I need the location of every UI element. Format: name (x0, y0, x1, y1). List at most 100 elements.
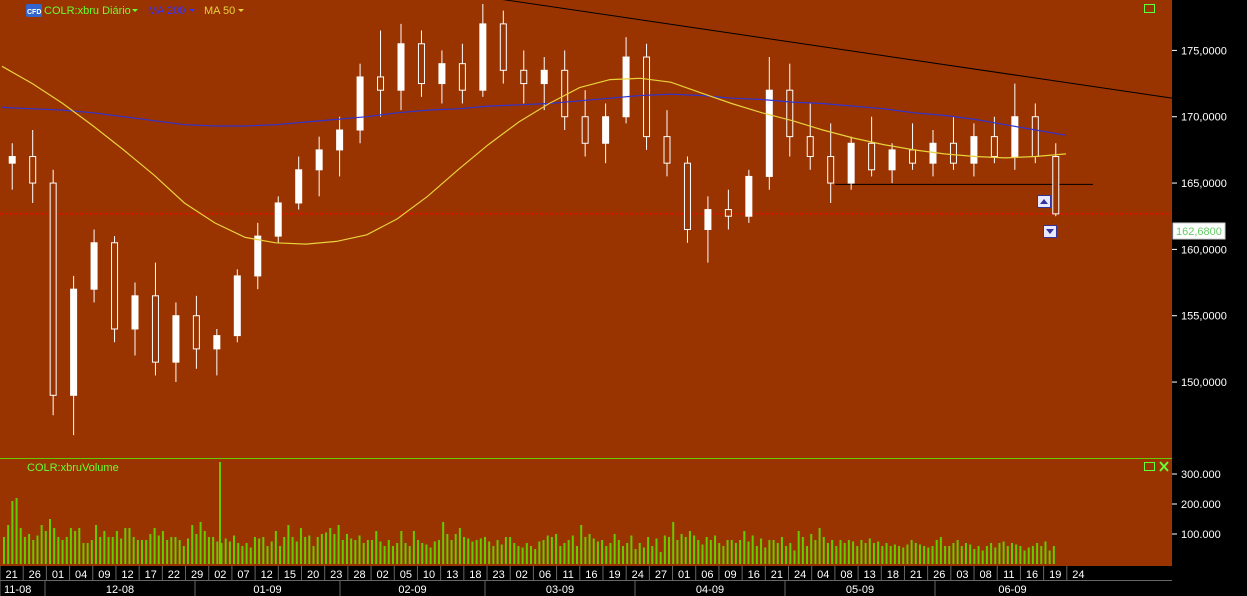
day-tick-label: 10 (423, 569, 435, 581)
candle-body (868, 142, 876, 171)
price-tick-label: 165,0000 (1181, 178, 1227, 190)
candle-body (8, 156, 16, 164)
alert-down-marker[interactable] (1043, 225, 1057, 238)
day-tick-label: 04 (817, 569, 829, 581)
day-tick-label: 11 (1003, 569, 1014, 581)
axis-panel (1172, 0, 1247, 566)
ma200-dropdown-icon[interactable] (189, 9, 195, 12)
candle-body (131, 295, 139, 330)
day-tick-label: 17 (145, 569, 157, 581)
day-tick-label: 22 (168, 569, 180, 581)
maximize-price-panel-icon[interactable] (1144, 4, 1155, 13)
day-tick-label: 18 (469, 569, 481, 581)
month-tick-label: 01-09 (253, 584, 281, 596)
candle-body (990, 136, 998, 158)
day-tick-label: 06 (539, 569, 551, 581)
day-tick-label: 09 (724, 569, 736, 581)
candle-body (397, 43, 405, 91)
candle-body (458, 63, 466, 91)
month-tick-label: 02-09 (398, 584, 426, 596)
candle-body (499, 23, 507, 71)
candle-body (295, 169, 303, 204)
candle-body (806, 136, 814, 158)
candle-body (233, 275, 241, 337)
maximize-volume-panel-icon[interactable] (1144, 462, 1155, 471)
day-tick-label: 24 (1072, 569, 1084, 581)
volume-label: COLR:xbruVolume (27, 462, 119, 474)
candle-body (336, 129, 344, 151)
day-tick-label: 26 (933, 569, 945, 581)
day-tick-label: 21 (771, 569, 783, 581)
symbol-label[interactable]: COLR:xbru Diário (44, 5, 131, 17)
ma50-dropdown-icon[interactable] (238, 9, 244, 12)
price-tick-label: 175,0000 (1181, 45, 1227, 57)
day-tick-label: 16 (1026, 569, 1038, 581)
candle-body (949, 142, 957, 164)
day-tick-label: 21 (910, 569, 922, 581)
day-tick-label: 13 (446, 569, 458, 581)
volume-header: COLR:xbruVolume (27, 461, 1169, 474)
candle-body (274, 202, 282, 237)
day-tick-label: 23 (330, 569, 342, 581)
candle-body (192, 315, 200, 350)
candle-body (1011, 116, 1019, 158)
candle-body (581, 116, 589, 144)
day-tick-label: 15 (284, 569, 296, 581)
day-tick-label: 16 (585, 569, 597, 581)
day-tick-label: 08 (840, 569, 852, 581)
candle-body (49, 182, 57, 396)
day-tick-label: 05 (400, 569, 412, 581)
day-tick-label: 16 (748, 569, 760, 581)
volume-layer (3, 462, 1055, 564)
day-tick-label: 27 (655, 569, 667, 581)
month-tick-label: 12-08 (106, 584, 134, 596)
candle-body (970, 136, 978, 164)
candle-body (70, 288, 78, 396)
candle-body (786, 89, 794, 138)
month-tick-label: 04-09 (696, 584, 724, 596)
ma200-label[interactable]: MA 200 (148, 5, 185, 17)
candle-body (704, 209, 712, 230)
candle-body (663, 136, 671, 164)
candle-body (172, 315, 180, 363)
chart-background (0, 0, 1172, 566)
day-tick-label: 03 (956, 569, 968, 581)
day-tick-label: 08 (980, 569, 992, 581)
current-price-tag: 162,6800 (1172, 222, 1226, 240)
candle-body (356, 76, 364, 131)
cfd-logo-icon[interactable] (26, 4, 42, 17)
candle-body (909, 149, 917, 164)
day-tick-label: 06 (701, 569, 713, 581)
candle-body (1031, 116, 1039, 158)
trendline (502, 0, 1173, 99)
candle-body (111, 242, 119, 330)
candle-body (213, 335, 221, 350)
candle-body (561, 69, 569, 118)
candle-body (765, 89, 773, 177)
candle-body (724, 209, 732, 217)
day-tick-label: 29 (191, 569, 203, 581)
candle-body (315, 149, 323, 171)
candle-body (847, 142, 855, 184)
candle-body (888, 149, 896, 171)
day-tick-label: 18 (887, 569, 899, 581)
alert-up-marker[interactable] (1037, 195, 1051, 208)
current-price-text: 162,6800 (1176, 226, 1222, 238)
candle-body (745, 175, 753, 217)
price-tick-label: 170,0000 (1181, 112, 1227, 124)
axis-layer: 175,0000 170,0000 165,0000 160,0000 155,0000… (0, 45, 1227, 596)
day-tick-label: 01 (52, 569, 64, 581)
symbol-dropdown-icon[interactable] (132, 9, 138, 12)
volume-tick-label: 200.000 (1181, 499, 1221, 511)
candle-body (479, 23, 487, 91)
day-tick-label: 07 (237, 569, 249, 581)
close-volume-panel-icon[interactable] (1159, 461, 1169, 472)
day-tick-label: 02 (516, 569, 528, 581)
candle-body (151, 295, 159, 363)
chart-header: CFD COLR:xbru Diário MA 200 MA 50 (26, 4, 1155, 17)
day-tick-label: 02 (377, 569, 389, 581)
candle-body (377, 76, 385, 91)
ma50-label[interactable]: MA 50 (204, 5, 235, 17)
day-tick-label: 11 (562, 569, 573, 581)
